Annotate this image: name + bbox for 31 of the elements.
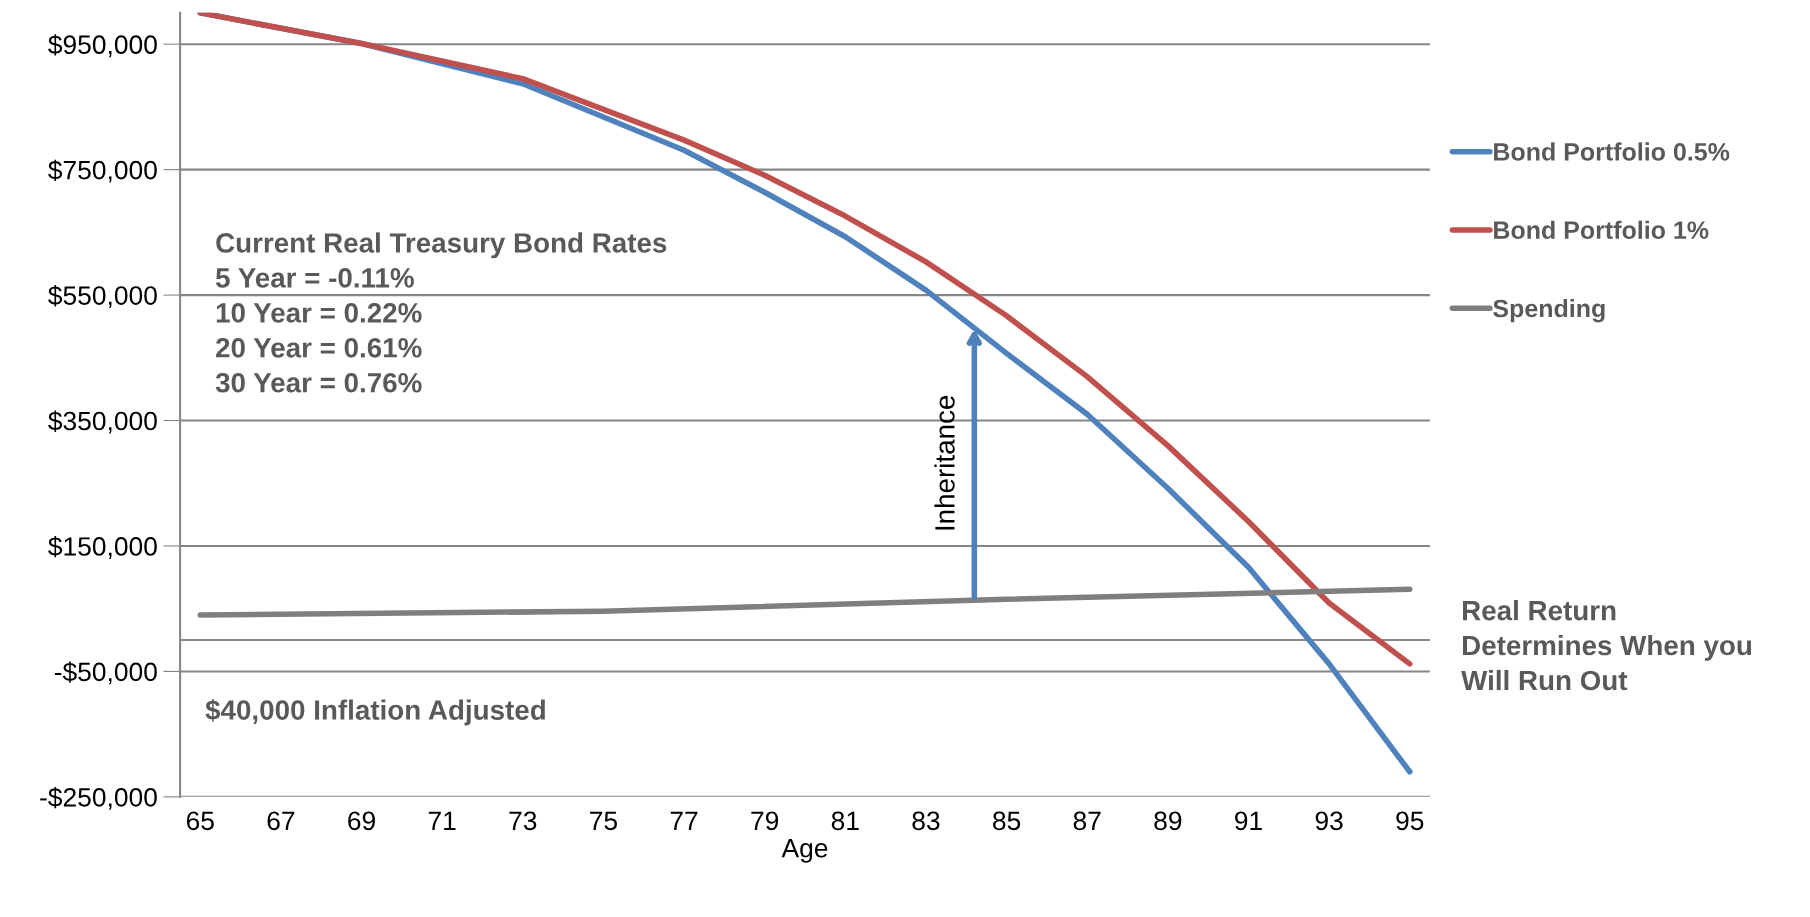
x-tick-label: 89	[1154, 811, 1182, 831]
x-tick-label: 75	[590, 811, 617, 831]
x-tick-label: 83	[912, 811, 940, 831]
x-tick-label: 81	[831, 811, 859, 831]
y-tick-label: $350,000	[48, 410, 157, 434]
annotation: $40,000 Inflation Adjusted	[205, 699, 545, 726]
y-tick-label: $950,000	[48, 34, 157, 58]
y-tick-label: -$250,000	[40, 786, 157, 810]
y-tick-label: -$50,000	[54, 661, 157, 685]
x-tick-label: 87	[1073, 811, 1101, 831]
x-tick-label: 77	[670, 811, 698, 830]
annotation: Inheritance	[934, 395, 955, 530]
x-tick-label: 85	[993, 811, 1021, 831]
y-tick-label: $550,000	[48, 285, 157, 309]
annotation: Current Real Treasury Bond Rates 5 Year = -0.11% 10 Year = 0.22% 20 Year = 0.61% 30 Year = 0.76%	[215, 232, 667, 393]
y-tick-label: $150,000	[48, 536, 157, 559]
x-tick-label: 71	[428, 811, 456, 830]
x-tick-label: 73	[509, 811, 537, 831]
x-tick-label: 91	[1235, 811, 1262, 831]
y-tick-label: $750,000	[48, 159, 157, 183]
legend-label: Spending	[1493, 298, 1605, 323]
x-tick-label: 95	[1396, 811, 1424, 831]
text: Real Return Determines When you Will Run Out	[1461, 600, 1752, 691]
x-tick-label: 93	[1315, 811, 1343, 831]
x-tick-label: 69	[348, 811, 375, 831]
x-tick-label: 65	[186, 811, 214, 831]
legend-label: Bond Portfolio 0.5%	[1494, 142, 1730, 161]
x-tick-label: 79	[751, 811, 779, 831]
legend-label: Bond Portfolio 1%	[1494, 220, 1709, 240]
x-axis-title: Age	[781, 839, 828, 863]
x-tick-label: 67	[267, 811, 295, 831]
